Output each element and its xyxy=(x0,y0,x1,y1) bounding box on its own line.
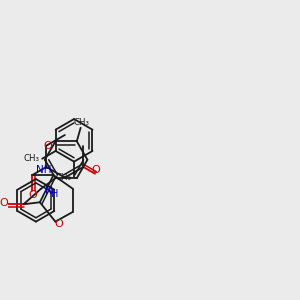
Text: O: O xyxy=(43,141,52,151)
Text: CH₃: CH₃ xyxy=(55,172,71,182)
Text: O: O xyxy=(54,219,63,229)
Text: H: H xyxy=(51,189,58,199)
Text: CH₃: CH₃ xyxy=(74,118,90,127)
Text: NH: NH xyxy=(36,165,52,175)
Text: N: N xyxy=(45,186,52,196)
Text: O: O xyxy=(92,165,100,175)
Text: CH₃: CH₃ xyxy=(23,154,39,163)
Text: O: O xyxy=(29,190,38,200)
Text: O: O xyxy=(0,198,9,208)
